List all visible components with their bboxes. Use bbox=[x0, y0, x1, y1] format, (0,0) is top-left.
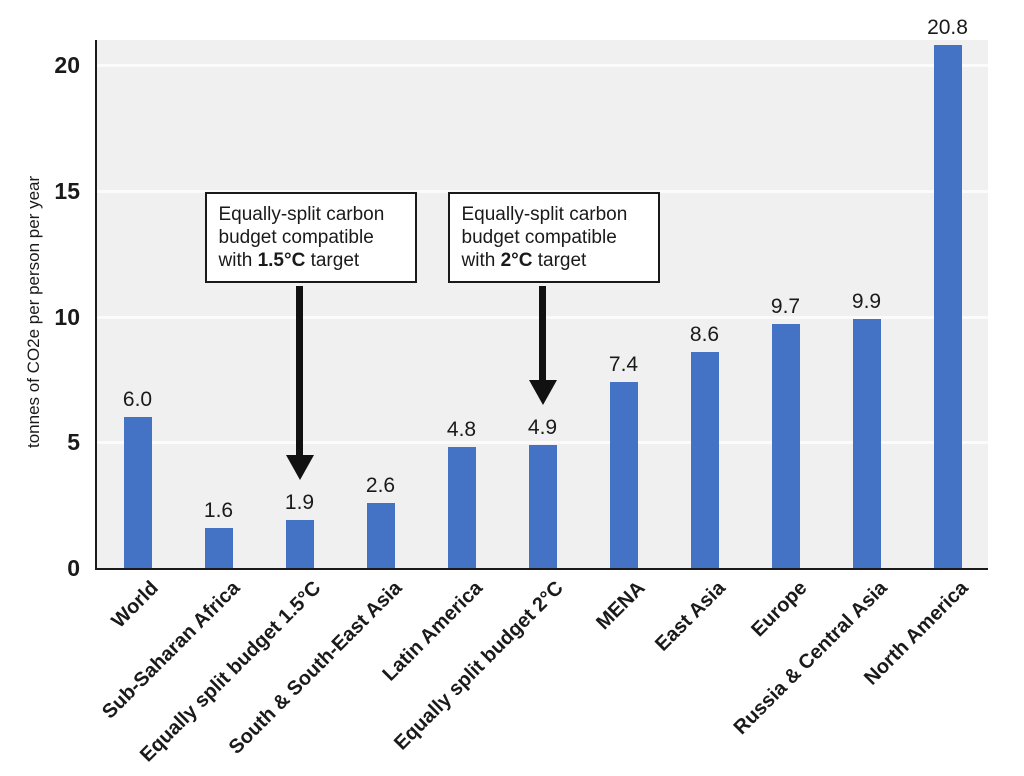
y-axis-line bbox=[95, 40, 97, 570]
y-tick-label-10: 10 bbox=[54, 303, 80, 330]
x-category-label-9: Europe bbox=[746, 577, 812, 642]
annotation-arrow-head-1 bbox=[285, 455, 314, 481]
y-tick-label-15: 15 bbox=[54, 177, 80, 204]
bar-value-label-2: 1.6 bbox=[203, 498, 234, 522]
bar-1 bbox=[123, 417, 152, 568]
bar-value-label-1: 6.0 bbox=[122, 388, 153, 412]
bar-4 bbox=[366, 502, 395, 568]
x-axis-line bbox=[95, 568, 988, 570]
gridline-y-5 bbox=[97, 441, 988, 445]
y-tick-label-20: 20 bbox=[54, 52, 80, 79]
bar-6 bbox=[528, 444, 557, 568]
x-category-label-6: Equally split budget 2°C bbox=[390, 577, 569, 755]
x-category-label-1: World bbox=[107, 577, 164, 633]
bar-value-label-4: 2.6 bbox=[365, 473, 396, 497]
x-category-label-10: Russia & Central Asia bbox=[730, 577, 893, 740]
annotation-arrow-shaft-1 bbox=[296, 286, 303, 456]
bar-value-label-5: 4.8 bbox=[446, 418, 477, 442]
bar-9 bbox=[771, 324, 800, 568]
y-tick-label-5: 5 bbox=[67, 429, 80, 456]
bar-5 bbox=[447, 447, 476, 568]
bar-7 bbox=[609, 381, 638, 568]
bar-10 bbox=[852, 319, 881, 568]
bar-value-label-11: 20.8 bbox=[927, 16, 968, 40]
bar-value-label-8: 8.6 bbox=[689, 322, 720, 346]
gridline-y-15 bbox=[97, 189, 988, 193]
x-category-label-2: Sub-Saharan Africa bbox=[97, 577, 245, 724]
annotation-box-1: Equally-split carbon budget compatible w… bbox=[204, 192, 417, 283]
annotation-arrow-head-2 bbox=[528, 379, 557, 405]
bar-value-label-9: 9.7 bbox=[770, 295, 801, 319]
bar-11 bbox=[933, 45, 962, 568]
annotation-box-2: Equally-split carbon budget compatible w… bbox=[447, 192, 660, 283]
bar-2 bbox=[204, 527, 233, 568]
y-tick-label-0: 0 bbox=[67, 555, 80, 581]
bar-3 bbox=[285, 520, 314, 568]
annotation-arrow-shaft-2 bbox=[539, 286, 546, 380]
bar-value-label-3: 1.9 bbox=[284, 491, 315, 515]
bar-value-label-7: 7.4 bbox=[608, 352, 639, 376]
x-category-label-8: East Asia bbox=[651, 577, 731, 656]
bar-value-label-10: 9.9 bbox=[851, 290, 882, 314]
gridline-y-20 bbox=[97, 64, 988, 68]
bar-value-label-6: 4.9 bbox=[527, 415, 558, 439]
bar-8 bbox=[690, 351, 719, 568]
x-category-label-7: MENA bbox=[591, 577, 650, 635]
